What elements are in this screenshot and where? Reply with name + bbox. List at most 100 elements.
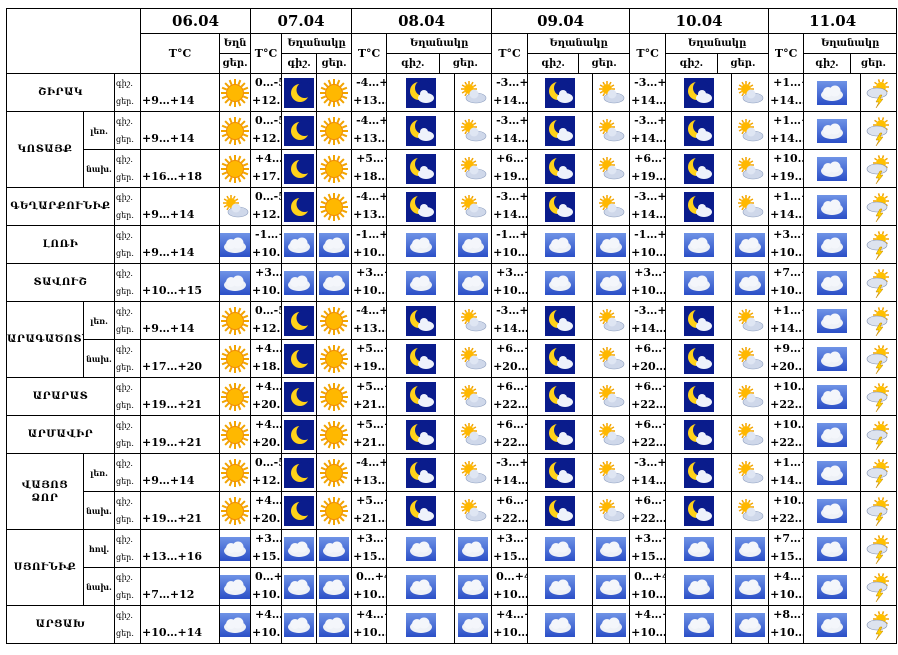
period-labels: գիշ. ցեր. [113, 73, 142, 112]
day-temp: +14…+18 [493, 132, 528, 145]
day-temp: +10…+13 [252, 588, 281, 601]
night-temp: +1…+6 [773, 114, 803, 127]
day-icon-cell [592, 187, 631, 226]
night-icon-cell [281, 263, 318, 302]
day-temp: +20…+23 [770, 360, 803, 373]
day-temp: +12…+16 [252, 474, 281, 487]
period-labels: գիշ. ցեր. [113, 225, 142, 264]
weather-icon-cell [219, 339, 252, 378]
suncloud-icon [599, 346, 625, 369]
sun-icon [320, 382, 349, 411]
weather-column-header: Եղանակը գիշ. ցեր. [281, 33, 353, 74]
period-labels: գիշ. ցեր. [113, 377, 142, 416]
night-label: գիշ. [805, 54, 851, 73]
night-temp: +7…+12 [773, 532, 803, 545]
day-temp: +21…+24 [353, 436, 386, 449]
day-temp: +9…+14 [142, 474, 195, 487]
night-temp: 0…-5 [255, 76, 281, 89]
day-icon-cell [316, 415, 353, 454]
temp-cell: +3…+6 +10…+15 [491, 263, 529, 302]
night-temp: -4…+1 [356, 190, 386, 203]
day-temp: +15…+18 [252, 550, 281, 563]
day-icon-cell [592, 453, 631, 492]
suncloud-icon [738, 80, 764, 103]
night-label: գիշ. [283, 54, 318, 73]
temp-column-header: T°C [491, 33, 529, 74]
day-temp: +10…+14 [353, 626, 386, 639]
night-icon-cell [803, 491, 862, 530]
night-icon-cell [803, 301, 862, 340]
weather-icon-cell [219, 605, 252, 644]
night-temp: +1…+6 [773, 304, 803, 317]
night-temp: -3…+2 [634, 76, 665, 89]
mooncloud-icon [545, 77, 576, 108]
night-icon-cell [386, 149, 456, 188]
temp-cell: +5…+7 +21…+24 [351, 415, 388, 454]
storm-icon [866, 268, 889, 298]
day-icon-cell [860, 149, 898, 188]
day-icon-cell [316, 339, 353, 378]
night-icon-cell [386, 377, 456, 416]
night-temp: +3…+8 [255, 532, 281, 545]
night-temp: 0…-5 [255, 304, 281, 317]
cloud-icon [220, 612, 250, 637]
period-labels: գիշ. ցեր. [113, 301, 142, 340]
night-temp: +4…+7 [255, 608, 281, 621]
subregion-label: նախ. [83, 339, 115, 378]
day-abbr: ցեր. [116, 400, 134, 410]
day-icon-cell [454, 605, 493, 644]
night-temp: +3…+8 [773, 228, 803, 241]
night-label: գիշ. [388, 54, 440, 73]
night-icon-cell [803, 263, 862, 302]
cloud-icon [735, 612, 766, 637]
temp-cell: +7…+10 +10…+15 [768, 263, 805, 302]
sun-icon [221, 458, 250, 487]
period-labels: գիշ. ցեր. [113, 339, 142, 378]
weather-icon-cell [219, 377, 252, 416]
day-icon-cell [316, 567, 353, 606]
night-temp: +5…+7 [356, 494, 386, 507]
cloud-icon [817, 80, 848, 105]
suncloud-icon [599, 384, 625, 407]
sun-icon [221, 78, 250, 107]
day-icon-cell [454, 453, 493, 492]
temp-cell: -1…+4 +10…+14 [351, 225, 388, 264]
day-icon-cell [860, 453, 898, 492]
day-temp: +16…+18 [142, 170, 203, 183]
night-icon-cell [803, 529, 862, 568]
cloud-icon [735, 270, 766, 295]
night-temp: +1…+6 [773, 456, 803, 469]
day-temp: +14…+18 [770, 322, 803, 335]
weather-label: Եղանակը [528, 35, 629, 54]
weather-icon-cell [219, 415, 252, 454]
temp-cell: +1…+6 +14…+18 [768, 453, 805, 492]
temp-cell: +5…+7 +19…+22 [351, 339, 388, 378]
temp-cell: +3…+8 +15…+18 [351, 529, 388, 568]
night-abbr: գիշ. [116, 78, 133, 88]
storm-icon [866, 192, 889, 222]
day-temp: +10…+15 [142, 284, 203, 297]
night-temp: +6…+8 [496, 494, 527, 507]
day-label: ցեր. [321, 58, 347, 69]
mooncloud-icon [683, 153, 714, 184]
suncloud-icon [738, 384, 764, 407]
cloud-icon [817, 118, 848, 143]
day-temp: +13…+17 [353, 322, 386, 335]
suncloud-icon [461, 118, 487, 141]
temp-column-header: T°C [768, 33, 805, 74]
sun-icon [221, 382, 250, 411]
night-abbr: գիշ. [116, 534, 133, 544]
night-temp: +3…+8 [356, 532, 386, 545]
moon-icon [284, 419, 315, 450]
night-temp: +10…+12 [773, 494, 803, 507]
night-temp: -1…+4 [634, 228, 665, 241]
day-icon-cell [454, 415, 493, 454]
temp-cell: +5…+7 +21…+24 [351, 377, 388, 416]
night-temp: +4…+6 [255, 342, 281, 355]
temp-cell: +4…+6 +20…+23 [250, 415, 283, 454]
cloud-icon [220, 232, 250, 257]
